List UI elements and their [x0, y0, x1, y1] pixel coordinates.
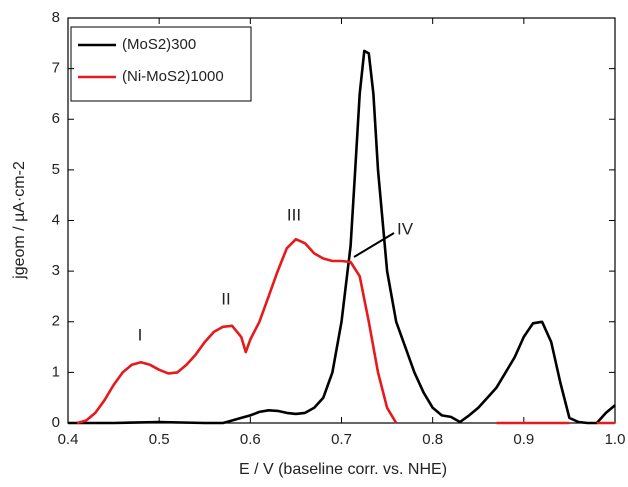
legend-label: (MoS2)300: [122, 36, 196, 53]
y-tick-label: 7: [52, 60, 60, 77]
annotation: IV: [397, 219, 414, 238]
series-line: [76, 237, 615, 425]
x-tick-label: 1.0: [605, 431, 626, 448]
y-tick-label: 0: [52, 414, 60, 431]
x-tick-label: 0.7: [331, 431, 352, 448]
y-tick-label: 6: [52, 110, 60, 127]
y-tick-label: 1: [52, 363, 60, 380]
x-tick-label: 0.8: [422, 431, 443, 448]
annotation-pointer: [353, 232, 395, 258]
series-line: [68, 49, 616, 425]
annotation: II: [221, 289, 230, 308]
annotation: III: [287, 205, 301, 224]
y-tick-label: 5: [52, 161, 60, 178]
y-tick-label: 3: [52, 262, 60, 279]
y-tick-label: 2: [52, 313, 60, 330]
annotation: I: [138, 325, 143, 344]
y-axis-title: jgeom / µA·cm-2: [11, 161, 28, 280]
x-tick-label: 0.4: [58, 431, 79, 448]
y-tick-label: 8: [52, 9, 60, 26]
legend-label: (Ni-MoS2)1000: [122, 68, 224, 85]
x-tick-label: 0.6: [240, 431, 261, 448]
x-axis-title: E / V (baseline corr. vs. NHE): [239, 461, 447, 478]
legend-box: [70, 26, 252, 102]
y-tick-label: 4: [52, 211, 60, 228]
x-tick-label: 0.9: [513, 431, 534, 448]
x-tick-label: 0.5: [149, 431, 170, 448]
